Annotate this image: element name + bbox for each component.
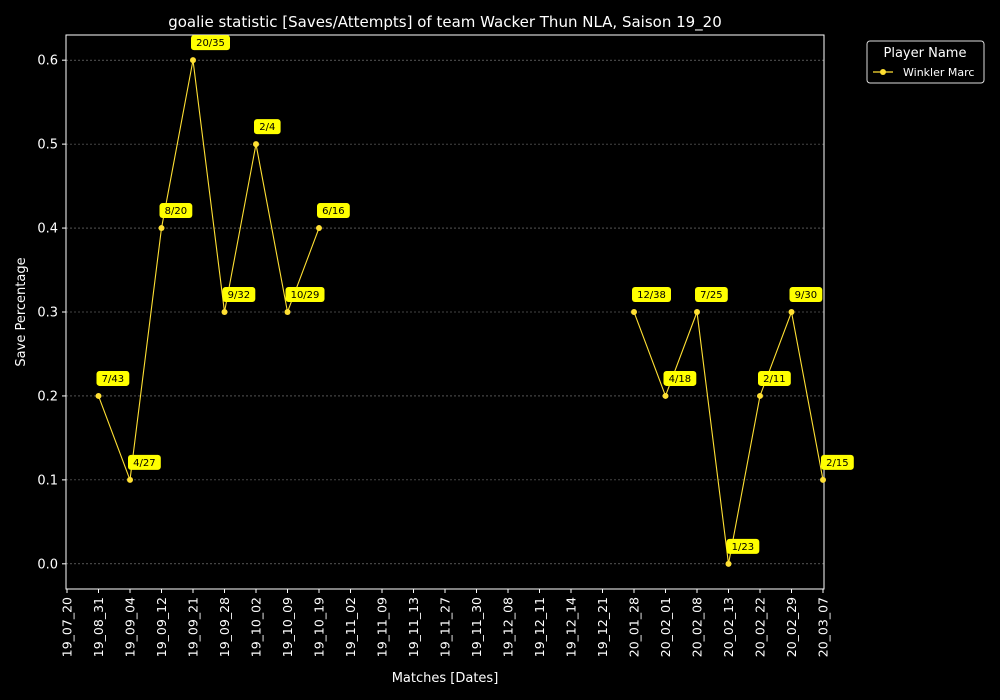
y-tick-label: 0.6 [37, 54, 58, 69]
x-tick-label: 19_11_27 [438, 597, 453, 657]
x-tick-label: 20_01_28 [627, 597, 642, 657]
data-label-box [789, 287, 823, 302]
data-label-box [632, 287, 671, 302]
data-label: 10/29 [291, 290, 320, 301]
data-point [221, 309, 228, 315]
series-line-segment [633, 309, 824, 564]
x-tick-label: 20_02_29 [784, 597, 799, 657]
data-label-box [128, 454, 161, 470]
x-tick-label: 19_12_14 [564, 597, 579, 657]
x-tick-label: 20_03_07 [816, 597, 831, 657]
data-label-box [726, 538, 760, 554]
data-label: 1/23 [732, 542, 754, 553]
data-point [284, 309, 291, 315]
x-tick-label: 19_09_21 [186, 597, 201, 657]
y-tick-label: 0.4 [37, 222, 58, 237]
y-tick-label: 0.0 [37, 557, 58, 572]
data-label: 9/30 [795, 290, 817, 301]
y-tick-label: 0.2 [37, 389, 58, 404]
y-axis: 0.0 0.1 0.2 0.3 0.4 0.5 0.6 [37, 54, 66, 572]
x-tick-label: 19_10_19 [312, 597, 327, 657]
data-label-box [695, 287, 728, 302]
legend: Player Name Winkler Marc [866, 40, 985, 84]
series-points [95, 57, 826, 567]
series-line-segment [97, 60, 320, 481]
data-label-box [191, 35, 230, 51]
data-label-box [317, 203, 350, 219]
data-label-box [821, 454, 854, 470]
legend-marker [880, 69, 886, 75]
data-label-box [663, 370, 697, 386]
data-point [757, 392, 763, 399]
data-label-box [758, 370, 791, 386]
data-point [725, 560, 732, 567]
data-labels: 7/43 4/27 8/20 20/35 9/32 2/4 10/29 6/16 12/38 4/… [96, 35, 854, 554]
grid-lines [66, 59, 824, 565]
data-point [253, 141, 259, 148]
x-tick-label: 19_12_11 [532, 597, 547, 657]
y-tick-label: 0.1 [37, 473, 58, 488]
legend-title: Player Name [884, 46, 967, 61]
x-tick-label: 19_09_04 [123, 597, 138, 657]
x-tick-label: 19_11_09 [375, 597, 390, 657]
data-point [190, 57, 196, 64]
data-label: 4/18 [669, 374, 691, 385]
data-label: 7/43 [102, 374, 124, 385]
x-tick-label: 20_02_22 [753, 597, 768, 657]
data-label: 12/38 [637, 290, 666, 301]
x-tick-label: 19_10_09 [280, 597, 295, 657]
x-tick-label: 20_02_08 [690, 597, 705, 657]
y-tick-label: 0.5 [37, 138, 58, 153]
data-label-box [222, 287, 256, 302]
data-label-box [254, 119, 281, 135]
data-label: 20/35 [196, 38, 225, 49]
data-point [820, 476, 826, 483]
x-tick-label: 19_11_02 [343, 597, 358, 657]
data-label: 7/25 [700, 290, 722, 301]
data-label-box [159, 203, 193, 219]
x-tick-label: 19_12_21 [595, 597, 610, 657]
y-axis-label: Save Percentage [14, 257, 29, 366]
x-axis: 19_07_20 19_08_31 19_09_04 19_09_12 19_09_21… [60, 589, 831, 657]
legend-entry: Winkler Marc [903, 66, 974, 79]
data-point [694, 309, 700, 315]
legend-box [866, 40, 985, 84]
y-tick-label: 0.3 [37, 306, 58, 321]
x-tick-label: 19_10_02 [249, 597, 264, 657]
data-point [158, 225, 165, 232]
data-label: 6/16 [322, 206, 344, 217]
x-tick-label: 19_09_28 [217, 597, 232, 657]
data-point [662, 392, 669, 399]
x-tick-label: 20_02_01 [658, 597, 673, 657]
x-tick-label: 19_11_13 [406, 597, 421, 657]
x-tick-label: 19_09_12 [154, 597, 169, 657]
x-tick-label: 19_12_08 [501, 597, 516, 657]
x-tick-label: 19_11_30 [469, 597, 484, 657]
data-label: 9/32 [228, 290, 250, 301]
data-label: 4/27 [133, 458, 155, 469]
data-point [127, 476, 133, 483]
x-axis-label: Matches [Dates] [392, 671, 499, 686]
data-point [631, 309, 637, 315]
x-tick-label: 20_02_13 [721, 597, 736, 657]
data-label: 8/20 [165, 206, 187, 217]
data-point [316, 225, 322, 232]
data-point [788, 309, 795, 315]
data-label: 2/11 [763, 374, 785, 385]
x-tick-label: 19_07_20 [60, 597, 75, 657]
x-tick-label: 19_08_31 [91, 597, 106, 657]
chart-title: goalie statistic [Saves/Attempts] of tea… [168, 13, 722, 32]
data-label: 2/15 [826, 458, 848, 469]
data-point [95, 392, 102, 399]
data-label-box [96, 370, 130, 386]
data-label-box [285, 287, 325, 302]
data-label: 2/4 [259, 122, 275, 133]
